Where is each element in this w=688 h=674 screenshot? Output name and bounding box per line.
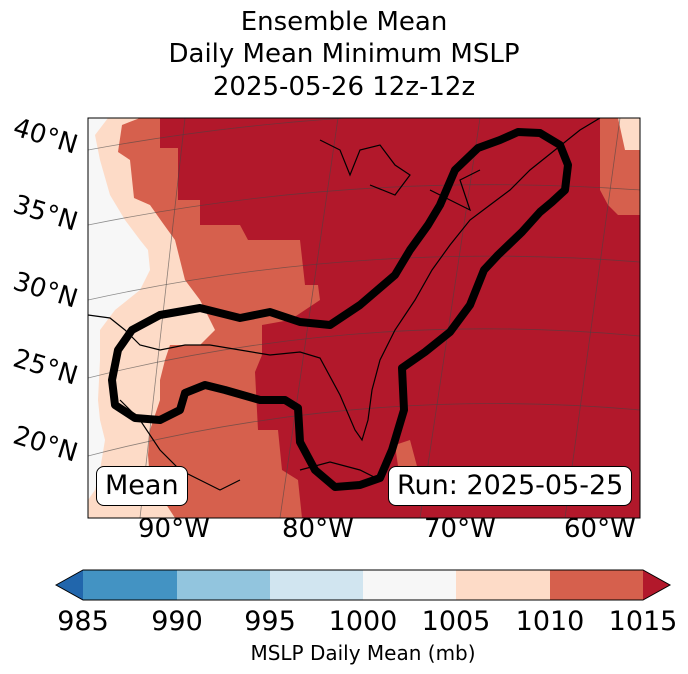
title-line-2: Daily Mean Minimum MSLP bbox=[168, 39, 520, 69]
colorbar-bin-990 bbox=[177, 570, 270, 600]
lon-label-80w: 80°W bbox=[282, 514, 354, 544]
colorbar-bin-995 bbox=[270, 570, 363, 600]
lon-label-70w: 70°W bbox=[424, 514, 496, 544]
run-date-box: Run: 2025-05-25 bbox=[388, 466, 633, 506]
lon-label-90w: 90°W bbox=[138, 514, 210, 544]
colorbar-bin-1010 bbox=[550, 570, 643, 600]
title-line-1: Ensemble Mean bbox=[240, 7, 448, 37]
colorbar-label: MSLP Daily Mean (mb) bbox=[250, 641, 476, 665]
colorbar-bin-985 bbox=[83, 570, 177, 600]
pressure-region-1000 bbox=[88, 118, 150, 500]
colorbar-under-arrow bbox=[56, 570, 83, 600]
map-field bbox=[88, 118, 640, 518]
colorbar-outline bbox=[54, 569, 672, 601]
colorbar-tick-1000: 1000 bbox=[328, 606, 398, 637]
colorbar-tick-990: 990 bbox=[151, 606, 203, 637]
colorbar-bin-1000 bbox=[363, 570, 456, 600]
colorbar-tick-1005: 1005 bbox=[421, 606, 491, 637]
lon-label-60w: 60°W bbox=[564, 514, 636, 544]
title-line-3: 2025-05-26 12z-12z bbox=[212, 72, 476, 102]
colorbar-tick-1015: 1015 bbox=[608, 606, 678, 637]
colorbar-over-arrow bbox=[643, 570, 670, 600]
map-frame bbox=[87, 117, 641, 519]
colorbar-tick-985: 985 bbox=[57, 606, 109, 637]
pressure-region-1005-east bbox=[618, 118, 640, 150]
mean-label-box: Mean bbox=[96, 466, 188, 506]
colorbar-tick-1010: 1010 bbox=[515, 606, 585, 637]
ensemble-contour bbox=[108, 128, 572, 491]
colorbar-tick-995: 995 bbox=[244, 606, 296, 637]
colorbar-bin-1005 bbox=[456, 570, 550, 600]
graticule bbox=[88, 118, 640, 518]
